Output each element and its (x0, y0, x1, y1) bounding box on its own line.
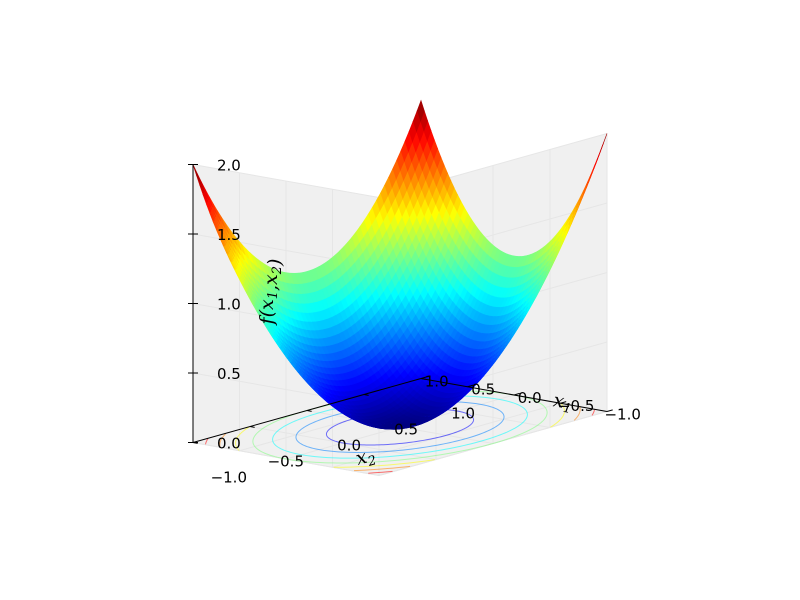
surface-mesh (192, 99, 608, 430)
x2-tick-mark (420, 378, 426, 380)
contour-line (219, 433, 227, 447)
x2-tick-label: −1.0 (211, 469, 247, 487)
contour-line (550, 403, 565, 428)
z-tick-label: 0.0 (217, 435, 241, 453)
z-axis-label: f(x1,x2) (256, 259, 286, 327)
grid-line-z (192, 411, 608, 477)
x2-tick-mark (306, 410, 312, 412)
x1-tick-mark (606, 409, 613, 412)
contour-line (333, 459, 435, 468)
x2-tick-mark (363, 394, 369, 396)
z-tick-label: 1.0 (217, 296, 241, 314)
x2-tick-label: −0.5 (268, 453, 304, 471)
contour-line (235, 426, 250, 451)
x2-tick-mark (249, 426, 255, 428)
contour-line (205, 438, 209, 445)
z-tick-label: 1.5 (217, 226, 241, 244)
x1-tick-mark (560, 401, 567, 404)
tick-labels: −1.0 −0.5 0.0 0.5 1.0 −1.0 −0.5 0.0 0.5 1.0 0.0 0.5… (211, 157, 641, 487)
contour-line (368, 470, 393, 474)
z-tick-label: 0.5 (217, 365, 241, 383)
surface-patch (192, 164, 201, 184)
x-axis-label: x1 (551, 389, 574, 417)
x1-tick-label: 0.0 (518, 389, 542, 407)
contour-line (573, 407, 581, 421)
z-tick-label: 2.0 (217, 157, 241, 175)
contour-line (353, 465, 411, 472)
x1-tick-label: −0.5 (558, 397, 594, 415)
x1-tick-label: 0.5 (471, 381, 495, 399)
contour-line (591, 409, 595, 416)
x1-tick-mark (513, 392, 520, 396)
x1-tick-mark (467, 384, 474, 388)
x1-tick-label: −1.0 (604, 405, 640, 423)
x2-tick-label: 0.0 (337, 437, 361, 455)
x2-tick-label: 0.5 (394, 421, 418, 439)
tick-marks (188, 164, 613, 444)
x2-tick-label: 1.0 (451, 405, 475, 423)
x1-tick-label: 1.0 (425, 372, 449, 390)
